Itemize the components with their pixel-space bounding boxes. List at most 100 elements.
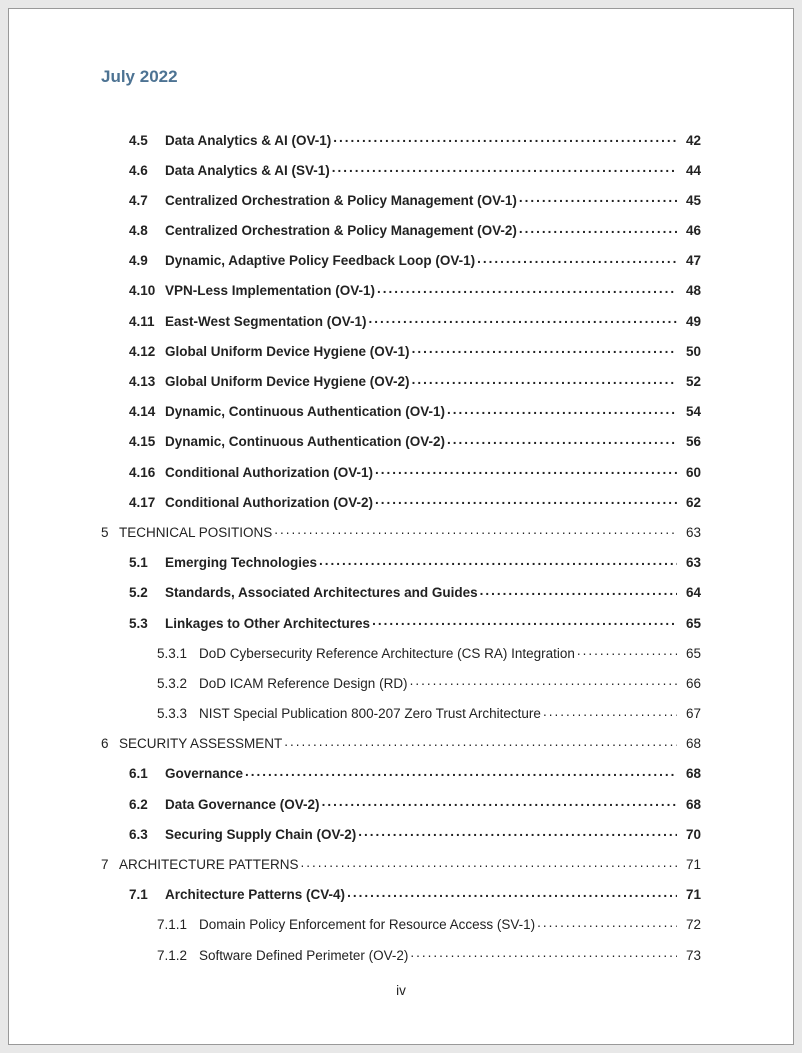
toc-entry-title: Dynamic, Continuous Authentication (OV-2… (165, 435, 445, 449)
toc-entry-title: VPN-Less Implementation (OV-1) (165, 284, 375, 298)
toc-leader-dots (543, 705, 677, 719)
toc-leader-dots (577, 644, 677, 658)
toc-entry-page: 46 (679, 224, 701, 238)
toc-entry-number: 5.3.2 (157, 677, 199, 691)
toc-entry-page: 64 (679, 586, 701, 600)
toc-entry-title: Data Governance (OV-2) (165, 798, 320, 812)
toc-leader-dots (480, 584, 677, 598)
toc-entry: 7.1.1Domain Policy Enforcement for Resou… (101, 916, 701, 932)
toc-entry: 4.8Centralized Orchestration & Policy Ma… (101, 222, 701, 238)
toc-leader-dots (412, 342, 677, 356)
toc-entry-page: 42 (679, 134, 701, 148)
toc-entry: 4.9Dynamic, Adaptive Policy Feedback Loo… (101, 252, 701, 268)
toc-entry-page: 63 (679, 556, 701, 570)
toc-leader-dots (358, 825, 677, 839)
toc-entry-title: Conditional Authorization (OV-1) (165, 466, 373, 480)
toc-entry-number: 4.8 (129, 224, 165, 238)
toc-entry-title: NIST Special Publication 800-207 Zero Tr… (199, 707, 541, 721)
toc-entry: 7.1.2Software Defined Perimeter (OV-2)73 (101, 946, 701, 962)
toc-entry: 5.3.3NIST Special Publication 800-207 Ze… (101, 705, 701, 721)
toc-entry: 4.5Data Analytics & AI (OV-1)42 (101, 131, 701, 147)
toc-entry-title: Linkages to Other Architectures (165, 617, 370, 631)
toc-entry: 5.1Emerging Technologies 63 (101, 554, 701, 570)
toc-leader-dots (412, 373, 677, 387)
toc-entry: 4.11East-West Segmentation (OV-1)49 (101, 312, 701, 328)
toc-entry: 7.1Architecture Patterns (CV-4) 71 (101, 886, 701, 902)
toc-entry: 6.2Data Governance (OV-2)68 (101, 795, 701, 811)
toc-entry-title: Centralized Orchestration & Policy Manag… (165, 224, 517, 238)
toc-entry-page: 62 (679, 496, 701, 510)
toc-entry-number: 4.15 (129, 435, 165, 449)
toc-entry-number: 6 (101, 737, 119, 751)
toc-entry: 5TECHNICAL POSITIONS 63 (101, 523, 701, 539)
toc-entry-number: 4.11 (129, 315, 165, 329)
toc-leader-dots (410, 946, 677, 960)
toc-entry-page: 56 (679, 435, 701, 449)
toc-entry-page: 47 (679, 254, 701, 268)
toc-entry: 4.6Data Analytics & AI (SV-1)44 (101, 161, 701, 177)
toc-leader-dots (347, 886, 677, 900)
toc-entry-title: DoD ICAM Reference Design (RD) (199, 677, 408, 691)
toc-leader-dots (332, 161, 677, 175)
toc-entry-number: 5 (101, 526, 119, 540)
toc-leader-dots (274, 523, 677, 537)
toc-entry-page: 71 (679, 888, 701, 902)
toc-entry-number: 5.3.1 (157, 647, 199, 661)
toc-entry-page: 50 (679, 345, 701, 359)
toc-entry-page: 44 (679, 164, 701, 178)
toc-entry-number: 7 (101, 858, 119, 872)
toc-entry-title: Architecture Patterns (CV-4) (165, 888, 345, 902)
toc-entry-page: 49 (679, 315, 701, 329)
document-page: July 2022 4.5Data Analytics & AI (OV-1)4… (8, 8, 794, 1045)
toc-entry-page: 71 (679, 858, 701, 872)
toc-entry-number: 7.1 (129, 888, 165, 902)
toc-entry-number: 4.9 (129, 254, 165, 268)
toc-entry-number: 4.10 (129, 284, 165, 298)
toc-leader-dots (447, 433, 677, 447)
toc-entry-title: Centralized Orchestration & Policy Manag… (165, 194, 517, 208)
toc-leader-dots (410, 674, 677, 688)
toc-entry: 4.13Global Uniform Device Hygiene (OV-2)… (101, 373, 701, 389)
toc-entry-number: 5.1 (129, 556, 165, 570)
toc-entry: 6SECURITY ASSESSMENT68 (101, 735, 701, 751)
toc-entry: 4.14Dynamic, Continuous Authentication (… (101, 403, 701, 419)
toc-entry-number: 4.5 (129, 134, 165, 148)
toc-leader-dots (319, 554, 677, 568)
toc-leader-dots (375, 463, 677, 477)
toc-entry-number: 7.1.2 (157, 949, 199, 963)
toc-leader-dots (375, 493, 677, 507)
toc-entry-title: Governance (165, 767, 243, 781)
page-number: iv (9, 983, 793, 998)
toc-leader-dots (369, 312, 677, 326)
toc-entry-title: DoD Cybersecurity Reference Architecture… (199, 647, 575, 661)
toc-entry-title: TECHNICAL POSITIONS (119, 526, 272, 540)
toc-entry: 4.17Conditional Authorization (OV-2) 62 (101, 493, 701, 509)
toc-entry-number: 5.2 (129, 586, 165, 600)
toc-entry-number: 4.12 (129, 345, 165, 359)
toc-entry-number: 4.6 (129, 164, 165, 178)
toc-entry-number: 5.3 (129, 617, 165, 631)
toc-entry-title: Emerging Technologies (165, 556, 317, 570)
toc-leader-dots (322, 795, 677, 809)
toc-entry-title: Conditional Authorization (OV-2) (165, 496, 373, 510)
toc-entry-title: Standards, Associated Architectures and … (165, 586, 478, 600)
toc-entry: 4.10VPN-Less Implementation (OV-1)48 (101, 282, 701, 298)
toc-entry: 5.2Standards, Associated Architectures a… (101, 584, 701, 600)
toc-entry-title: Dynamic, Continuous Authentication (OV-1… (165, 405, 445, 419)
toc-entry-title: Domain Policy Enforcement for Resource A… (199, 918, 535, 932)
toc-leader-dots (377, 282, 677, 296)
toc-leader-dots (537, 916, 677, 930)
toc-leader-dots (519, 191, 677, 205)
toc-entry-page: 68 (679, 767, 701, 781)
toc-leader-dots (333, 131, 677, 145)
toc-entry-title: Global Uniform Device Hygiene (OV-2) (165, 375, 410, 389)
toc-leader-dots (447, 403, 677, 417)
toc-entry-page: 63 (679, 526, 701, 540)
toc-entry: 5.3Linkages to Other Architectures65 (101, 614, 701, 630)
toc-leader-dots (372, 614, 677, 628)
toc-entry-title: Dynamic, Adaptive Policy Feedback Loop (… (165, 254, 475, 268)
toc-entry: 4.15Dynamic, Continuous Authentication (… (101, 433, 701, 449)
toc-entry-page: 65 (679, 647, 701, 661)
toc-entry-number: 4.17 (129, 496, 165, 510)
toc-leader-dots (284, 735, 677, 749)
